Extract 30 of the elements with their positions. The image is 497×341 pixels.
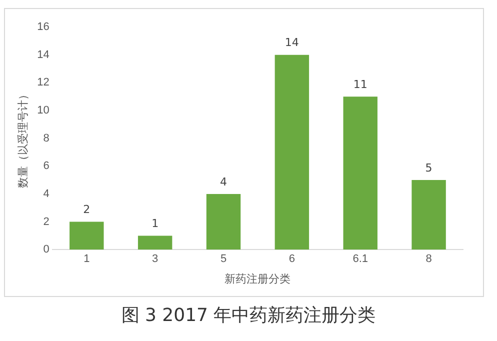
x-tick-label: 6 bbox=[288, 253, 295, 266]
x-tick-label: 3 bbox=[152, 253, 158, 266]
data-label: 14 bbox=[284, 36, 299, 50]
y-axis-title: 数量（以受理号计） bbox=[16, 88, 30, 188]
bar bbox=[70, 222, 104, 250]
data-label: 2 bbox=[83, 203, 90, 216]
x-axis-title: 新药注册分类 bbox=[224, 272, 291, 286]
bar bbox=[412, 180, 446, 250]
data-label: 5 bbox=[425, 161, 432, 174]
data-label: 1 bbox=[152, 217, 159, 230]
y-tick-label: 6 bbox=[43, 160, 50, 172]
data-label: 11 bbox=[353, 78, 368, 91]
y-tick-label: 12 bbox=[37, 76, 50, 89]
data-label: 4 bbox=[220, 175, 228, 188]
y-tick-label: 2 bbox=[43, 216, 50, 228]
y-tick-label: 0 bbox=[43, 244, 50, 256]
y-tick-label: 8 bbox=[43, 132, 50, 144]
y-tick-label: 16 bbox=[37, 21, 50, 34]
y-tick-label: 4 bbox=[43, 188, 50, 200]
bar bbox=[206, 194, 241, 250]
x-tick-label: 1 bbox=[84, 253, 90, 266]
x-tick-label: 8 bbox=[426, 253, 432, 266]
x-tick-label: 6.1 bbox=[352, 253, 368, 266]
bar bbox=[274, 54, 310, 250]
caption: 图 3 2017 年中药新药注册分类 bbox=[120, 304, 377, 327]
y-tick-label: 10 bbox=[37, 104, 50, 117]
y-tick-label: 14 bbox=[37, 48, 50, 61]
bar bbox=[343, 96, 378, 250]
x-tick-label: 5 bbox=[220, 253, 227, 266]
bar bbox=[138, 236, 172, 250]
